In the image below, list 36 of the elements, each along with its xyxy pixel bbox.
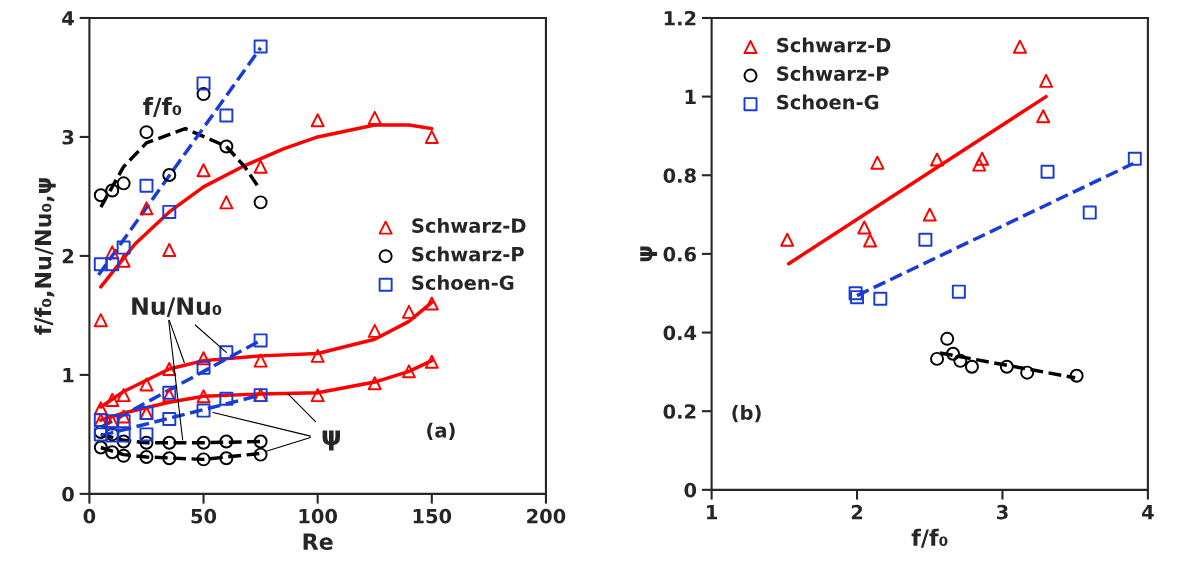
x-tick-label: 50 <box>191 508 217 524</box>
legend-label: Schwarz-D <box>777 37 891 53</box>
x-tick-label: 3 <box>997 504 1008 520</box>
legend-label: Schwarz-P <box>777 65 889 81</box>
legend-label: Schoen-G <box>412 275 514 291</box>
y-axis-title: f/f₀,Nu/Nu₀,ψ <box>34 178 56 335</box>
y-tick-label: 0.6 <box>663 246 696 262</box>
annotation: (b) <box>732 404 761 423</box>
legend-label: Schwarz-D <box>412 217 526 234</box>
y-tick-label: 2 <box>62 248 74 264</box>
y-tick-label: 0 <box>62 486 74 502</box>
y-tick-label: 3 <box>62 129 74 145</box>
x-tick-label: 100 <box>299 508 338 524</box>
y-tick-label: 0 <box>684 482 697 498</box>
annotation: Nu/Nu₀ <box>132 297 222 317</box>
x-axis-title: f/f₀ <box>911 528 948 548</box>
y-tick-label: 0.4 <box>663 325 697 341</box>
x-tick-label: 4 <box>1142 505 1154 520</box>
annotation: (a) <box>427 422 455 440</box>
x-tick-label: 2 <box>851 504 863 520</box>
x-tick-label: 0 <box>83 508 96 524</box>
legend-label: Schoen-G <box>777 94 879 110</box>
y-tick-label: 0.8 <box>663 168 696 183</box>
y-axis-title: ψ <box>640 246 658 262</box>
y-tick-label: 4 <box>62 11 74 26</box>
y-tick-label: 1 <box>63 368 74 383</box>
annotation: ψ <box>322 430 340 451</box>
y-tick-label: 1 <box>685 89 696 104</box>
x-tick-label: 1 <box>707 505 718 520</box>
y-tick-label: 0.2 <box>663 404 696 419</box>
y-tick-label: 1.2 <box>664 10 696 26</box>
legend-label: Schwarz-P <box>412 246 524 262</box>
x-axis-title: Re <box>303 533 333 551</box>
x-tick-label: 150 <box>413 508 452 524</box>
annotation: f/f₀ <box>143 96 182 118</box>
x-tick-label: 200 <box>527 508 566 524</box>
